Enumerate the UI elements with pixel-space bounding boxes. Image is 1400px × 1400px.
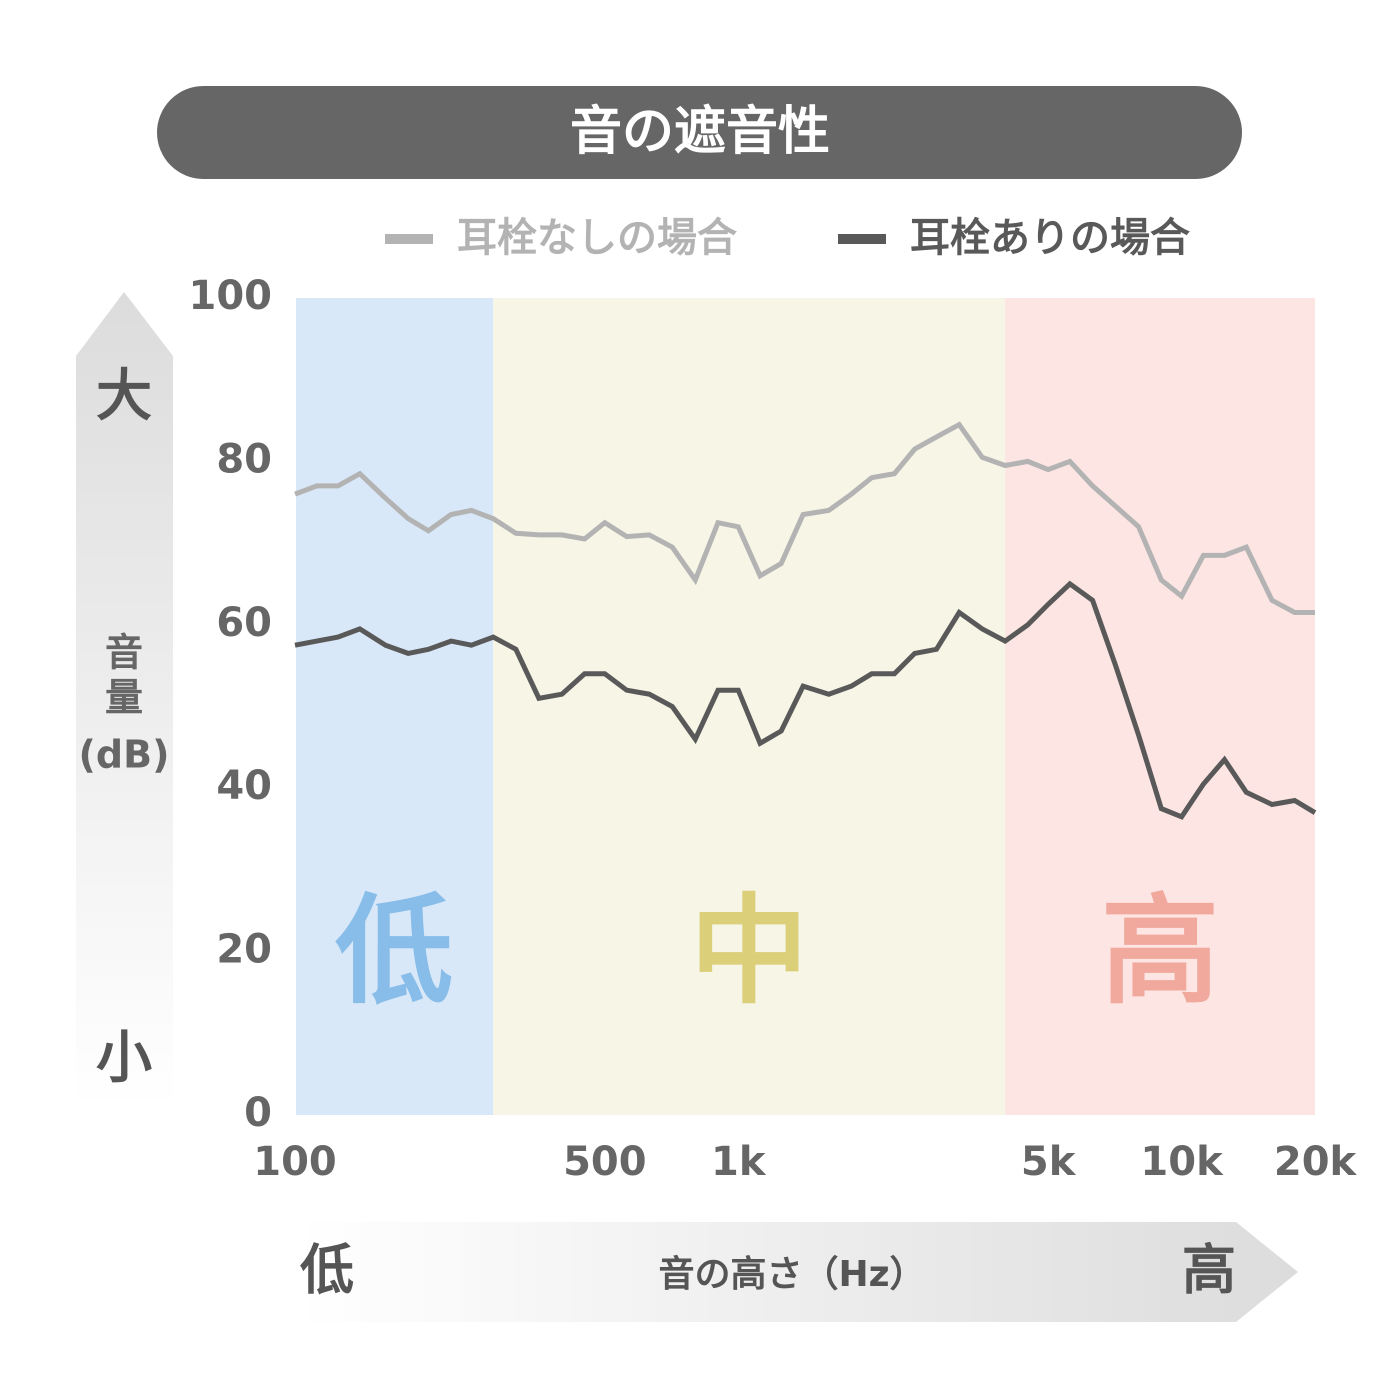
x-tick-label: 5k: [1021, 1139, 1077, 1185]
x-tick-label: 100: [253, 1139, 337, 1185]
y-tick-label: 40: [216, 763, 272, 809]
x-tick-label: 500: [563, 1139, 647, 1185]
y-tick-label: 0: [244, 1090, 272, 1136]
pitch-axis-label: 音の高さ（Hz）: [658, 1254, 925, 1295]
header-background: [157, 86, 1242, 179]
band-labels: 低中高: [335, 882, 1219, 1020]
legend-label-no-plug: 耳栓なしの場合: [457, 215, 737, 261]
pitch-arrow: 低 音の高さ（Hz） 高: [297, 1222, 1298, 1322]
legend-swatch-no-plug: [385, 234, 433, 244]
series-line-no-earplug: [294, 421, 1315, 615]
x-tick-label: 1k: [711, 1139, 767, 1185]
y-tick-label: 20: [216, 927, 272, 973]
series-lines: [294, 421, 1317, 820]
header: 音の遮音性: [157, 86, 1242, 179]
y-tick-labels: 0 20 40 60 80 100: [189, 273, 273, 1136]
volume-axis-label-line1: 音: [105, 631, 143, 675]
band-label-high: 高: [1101, 882, 1219, 1020]
pitch-arrow-left-label: 低: [300, 1239, 354, 1302]
y-tick-label: 80: [216, 436, 272, 482]
band-label-mid: 中: [690, 882, 808, 1020]
legend-swatch-with-plug: [838, 234, 886, 244]
legend-label-with-plug: 耳栓ありの場合: [910, 215, 1190, 261]
legend: 耳栓なしの場合 耳栓ありの場合: [385, 215, 1190, 261]
volume-axis-unit: (dB): [79, 733, 170, 777]
volume-axis-label-line2: 量: [105, 676, 143, 720]
volume-arrow-shape: [76, 292, 173, 1108]
band-label-low: 低: [335, 882, 453, 1020]
volume-arrow-bottom-label: 小: [96, 1026, 152, 1091]
volume-arrow: 大 音 量 (dB) 小: [76, 292, 173, 1108]
x-tick-labels: 100 500 1k 5k 10k 20k: [253, 1139, 1357, 1185]
x-tick-label: 20k: [1274, 1139, 1358, 1185]
band-mid: [493, 298, 1006, 1115]
series-line-with-earplug: [294, 580, 1317, 820]
band-high: [1005, 298, 1315, 1115]
pitch-arrow-shape: [297, 1222, 1298, 1322]
y-tick-label: 60: [216, 600, 272, 646]
y-tick-label: 100: [189, 273, 273, 319]
volume-arrow-top-label: 大: [96, 364, 152, 429]
header-title: 音の遮音性: [570, 102, 830, 162]
pitch-arrow-right-label: 高: [1182, 1239, 1236, 1302]
frequency-bands: [295, 298, 1315, 1115]
band-low: [295, 298, 494, 1115]
x-tick-label: 10k: [1140, 1139, 1224, 1185]
